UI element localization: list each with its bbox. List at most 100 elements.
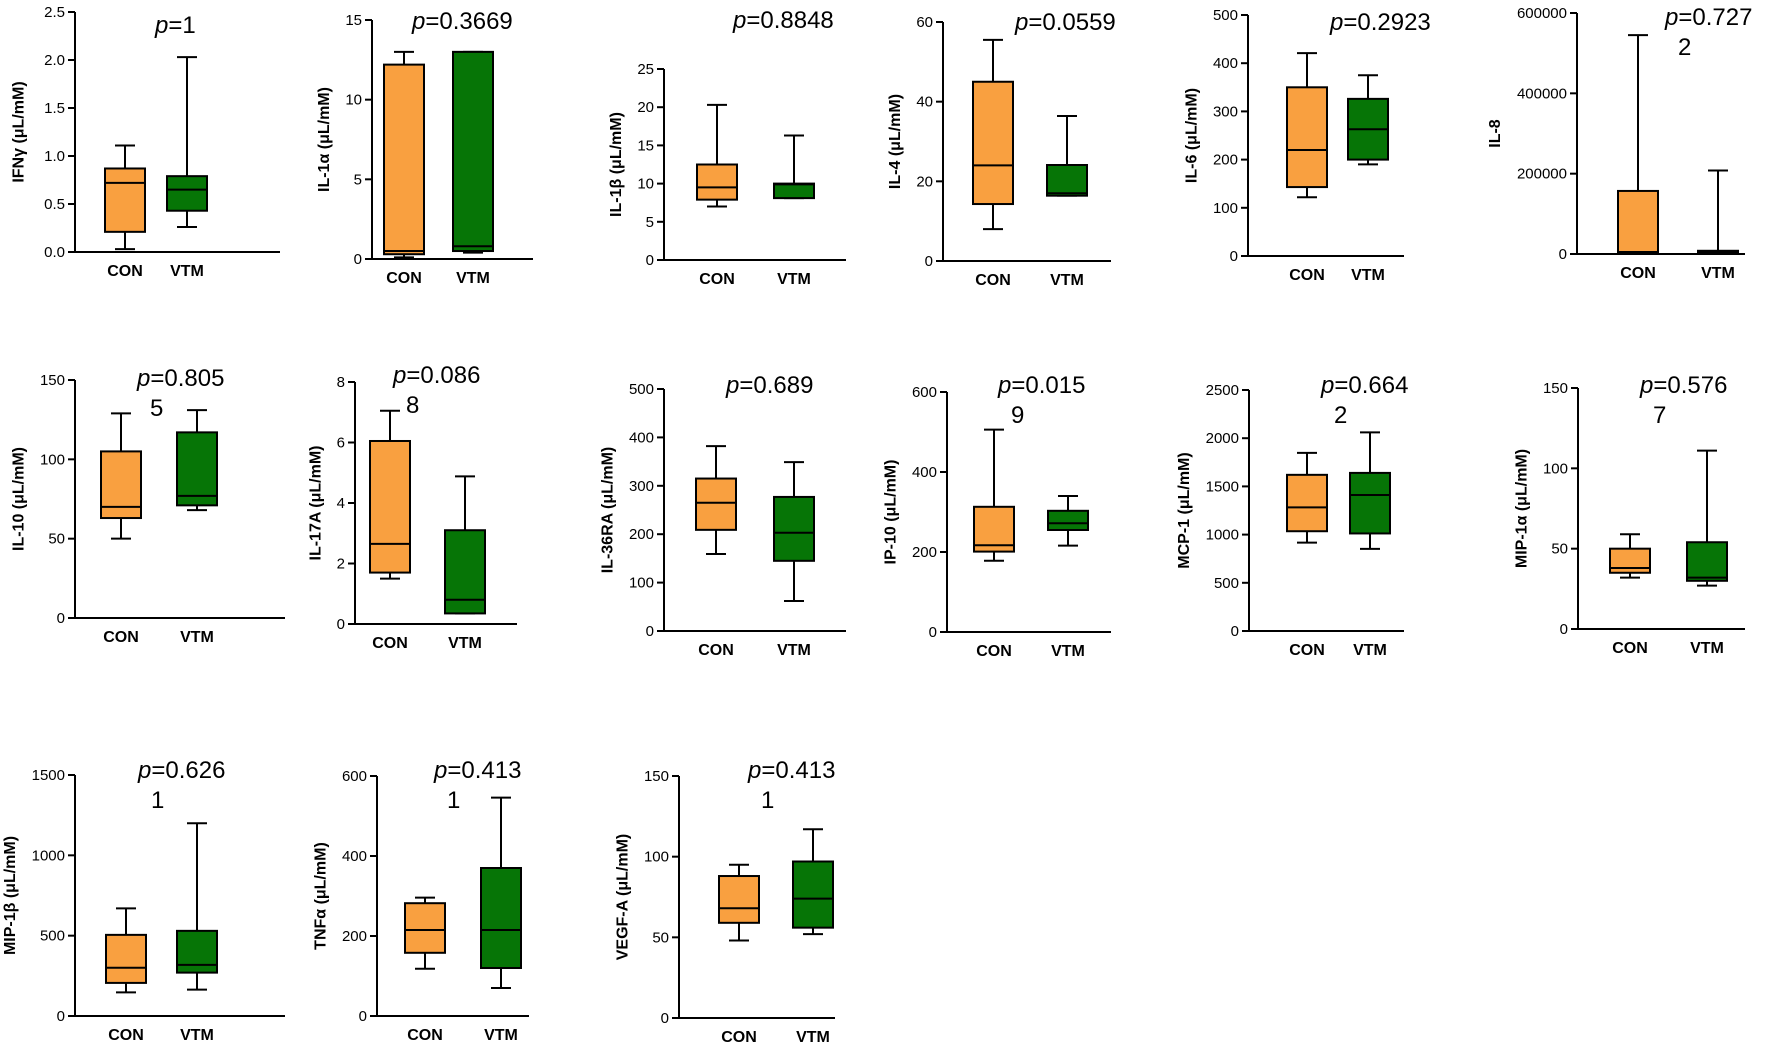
p-symbol: p <box>725 372 739 399</box>
y-tick-label: 0 <box>354 251 362 268</box>
x-tick-label: VTM <box>180 1027 214 1044</box>
y-tick-label: 1000 <box>32 847 65 864</box>
y-tick-label: 8 <box>337 374 345 391</box>
x-tick-label: CON <box>103 629 139 646</box>
box-con <box>100 412 142 540</box>
x-tick-label: CON <box>107 263 143 280</box>
y-axis-label: IL-17A (μL/mM) <box>308 446 325 561</box>
y-tick-label: 0 <box>1230 248 1238 265</box>
y-axis-label: IL-8 <box>1487 119 1504 148</box>
chart-mip1a: 0 50 100 150 MIP-1α (μL/mM) CON VTM p=0.576 7 <box>1514 372 1745 657</box>
box-con <box>695 445 737 556</box>
p-value-label: p=0.015 <box>997 372 1085 399</box>
x-tick-label: VTM <box>1690 640 1724 657</box>
chart-il10: 0 50 100 150 IL-10 (μL/mM) CON VTM p=0.805 5 <box>11 365 285 646</box>
chart-il6: 0 100 200 300 400 500 IL-6 (μL/mM) CON VTM p=0.29… <box>1184 7 1431 284</box>
p-value-text: =0.727 <box>1678 4 1752 31</box>
chart-il1a: 0 5 10 15 IL-1α (μL/mM) CON VTM p=0.3669 <box>316 8 533 287</box>
y-tick-label: 0.0 <box>44 244 65 261</box>
p-value-text: =0.3669 <box>425 8 512 35</box>
p-value-label: p=0.413 <box>747 757 835 784</box>
y-tick-label: 400 <box>629 429 654 446</box>
p-value-text: =0.413 <box>761 757 835 784</box>
x-tick-label: VTM <box>170 263 204 280</box>
y-tick-label: 400 <box>1213 55 1238 72</box>
y-tick-label: 150 <box>40 372 65 389</box>
p-symbol: p <box>1639 372 1653 399</box>
y-tick-label: 10 <box>637 176 654 193</box>
x-tick-label: CON <box>1612 640 1648 657</box>
y-axis-label: VEGF-A (μL/mM) <box>615 834 632 961</box>
chart-il1b: 0 5 10 15 20 25 IL-1β (μL/mM) CON VTM p=0.8848 <box>608 7 846 288</box>
p-value-label: p=0.8848 <box>732 7 834 34</box>
y-tick-label: 0 <box>646 252 654 269</box>
y-tick-label: 400000 <box>1517 85 1567 102</box>
box-con <box>404 896 446 970</box>
x-tick-label: CON <box>372 635 408 652</box>
y-tick-label: 600 <box>912 384 937 401</box>
y-tick-label: 200 <box>912 544 937 561</box>
box-iqr <box>1286 86 1328 189</box>
box-vtm <box>480 796 522 989</box>
y-tick-label: 50 <box>652 929 669 946</box>
p-symbol: p <box>392 362 406 389</box>
box-con <box>972 38 1014 231</box>
y-tick-label: 500 <box>40 928 65 945</box>
chart-il17a: 0 2 4 6 8 IL-17A (μL/mM) CON VTM p=0.086 8 <box>308 362 517 652</box>
y-tick-label: 2000 <box>1206 430 1239 447</box>
p-symbol: p <box>747 757 761 784</box>
box-con <box>383 50 425 259</box>
p-value-text: =0.8848 <box>746 7 833 34</box>
box-con <box>973 428 1015 562</box>
y-axis-label: IFNγ (μL/mM) <box>11 81 28 182</box>
y-axis-label: IL-4 (μL/mM) <box>887 94 904 189</box>
box-con <box>105 907 147 994</box>
p-value-text: =0.805 <box>150 365 224 392</box>
box-vtm <box>773 461 815 602</box>
box-iqr <box>718 875 760 924</box>
chart-il36ra: 0 100 200 300 400 500 IL-36RA (μL/mM) CON VTM p=0… <box>600 372 846 659</box>
p-value-continuation: 2 <box>1678 34 1691 61</box>
x-tick-label: CON <box>975 272 1011 289</box>
x-tick-label: CON <box>407 1027 443 1044</box>
y-tick-label: 2.0 <box>44 52 65 69</box>
p-symbol: p <box>997 372 1011 399</box>
box-vtm <box>1349 431 1391 550</box>
box-iqr <box>972 80 1014 206</box>
x-tick-label: VTM <box>777 271 811 288</box>
chart-il4: 0 20 40 60 IL-4 (μL/mM) CON VTM p=0.0559 <box>887 9 1116 289</box>
y-tick-label: 0.5 <box>44 196 65 213</box>
y-tick-label: 0 <box>57 610 65 627</box>
p-symbol: p <box>1664 4 1678 31</box>
p-symbol: p <box>137 757 151 784</box>
y-tick-label: 20 <box>916 173 933 190</box>
p-symbol: p <box>1320 372 1334 399</box>
box-iqr <box>1609 547 1651 574</box>
x-tick-label: VTM <box>1050 272 1084 289</box>
box-iqr <box>696 163 738 201</box>
x-tick-label: VTM <box>484 1027 518 1044</box>
y-tick-label: 100 <box>1543 460 1568 477</box>
x-tick-label: CON <box>108 1027 144 1044</box>
x-tick-label: VTM <box>1051 643 1085 660</box>
x-tick-label: CON <box>1289 642 1325 659</box>
box-iqr <box>369 439 411 574</box>
p-symbol: p <box>433 757 447 784</box>
box-vtm <box>1697 169 1739 255</box>
p-value-text: =0.086 <box>406 362 480 389</box>
box-iqr <box>383 63 425 256</box>
chart-tnfa: 0 200 400 600 TNFα (μL/mM) CON VTM p=0.413 1 <box>313 757 529 1044</box>
p-value-continuation: 8 <box>406 392 419 419</box>
y-tick-label: 400 <box>342 848 367 865</box>
y-tick-label: 500 <box>1213 7 1238 24</box>
y-tick-label: 1500 <box>1206 478 1239 495</box>
p-value-label: p=0.626 <box>137 757 225 784</box>
p-symbol: p <box>411 8 425 35</box>
y-tick-label: 25 <box>637 61 654 78</box>
x-tick-label: VTM <box>777 642 811 659</box>
y-tick-label: 0 <box>1231 623 1239 640</box>
p-value-text: =0.626 <box>151 757 225 784</box>
box-vtm <box>1686 449 1728 587</box>
p-value-continuation: 5 <box>150 395 163 422</box>
box-vtm <box>176 409 218 512</box>
